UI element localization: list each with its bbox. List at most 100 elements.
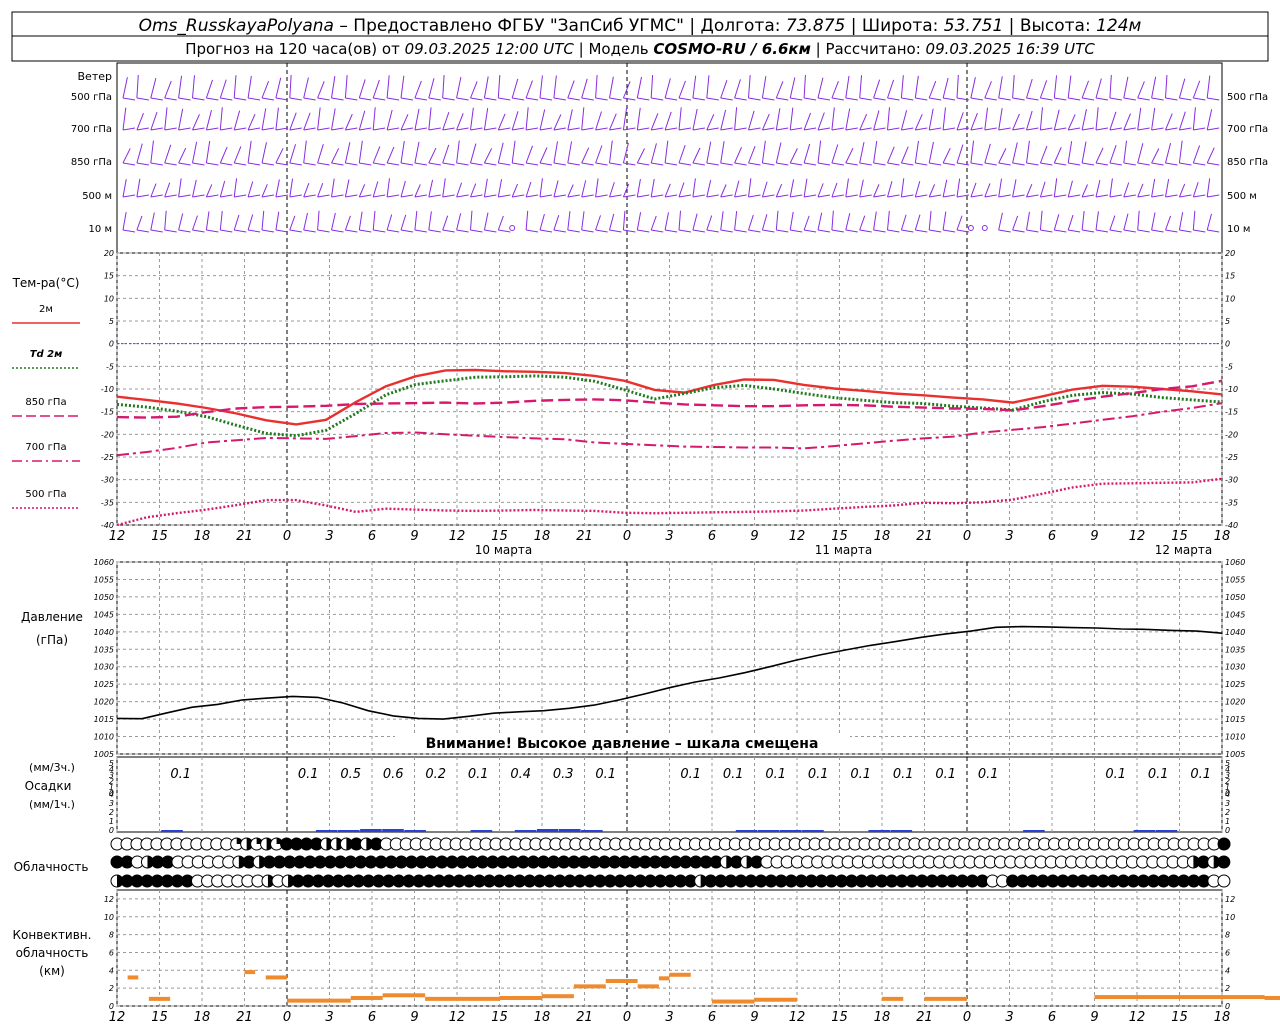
wind-barb-icon xyxy=(1068,229,1081,233)
precip-bar xyxy=(514,830,537,832)
wind-barb-icon xyxy=(678,210,682,231)
wind-barb-icon xyxy=(942,107,946,131)
wind-barb-icon xyxy=(1053,75,1058,99)
precip-total-label: 0.1 xyxy=(1190,767,1211,782)
wind-barb-icon xyxy=(414,97,427,101)
wind-barb-icon xyxy=(581,147,590,164)
wind-barb-icon xyxy=(470,194,483,198)
wind-barb-icon xyxy=(1054,127,1067,131)
wind-level-label-right: 700 гПа xyxy=(1227,124,1268,135)
wind-barb-icon xyxy=(567,194,580,198)
header-line1: Oms_RusskayaPolyana – Предоставлено ФГБУ… xyxy=(139,16,1142,36)
wind-barb-icon xyxy=(526,162,539,166)
wind-barb-icon xyxy=(692,127,705,131)
wind-barb-icon xyxy=(623,194,636,198)
wind-barb-icon xyxy=(761,140,766,164)
wind-barb-icon xyxy=(651,127,664,131)
time-tick-label: 18 xyxy=(194,529,211,544)
wind-barb-icon xyxy=(1039,181,1046,198)
wind-barb-icon xyxy=(1095,127,1109,131)
precip-bar xyxy=(1155,830,1178,832)
wind-barb-icon xyxy=(358,79,366,99)
wind-barb-icon xyxy=(247,181,254,198)
wind-barb-icon xyxy=(428,211,432,231)
wind-barb-icon xyxy=(1026,110,1033,131)
wind-barb-icon xyxy=(122,229,136,233)
conv-label: Конвективн. xyxy=(13,928,92,942)
conv-ytick: 12 xyxy=(104,895,114,904)
wind-barb-icon xyxy=(331,97,344,101)
wind-barb-icon xyxy=(1026,211,1030,231)
wind-barb-icon xyxy=(150,183,157,198)
wind-barb-icon xyxy=(1151,194,1164,198)
wind-barb-icon xyxy=(428,147,437,164)
wind-barb-icon xyxy=(1165,75,1168,99)
wind-barb-icon xyxy=(720,127,733,131)
wind-barb-icon xyxy=(887,194,900,198)
time-tick-label-bottom: 9 xyxy=(1090,1010,1098,1024)
wind-barb-icon xyxy=(359,97,372,101)
wind-barb-icon xyxy=(233,110,241,131)
wind-barb-icon xyxy=(234,229,247,233)
temp-ytick-right: 5 xyxy=(1225,317,1230,326)
wind-barb-icon xyxy=(845,194,858,198)
wind-barb-icon xyxy=(665,127,678,131)
wind-barb-icon xyxy=(428,97,441,101)
wind-barb-icon xyxy=(456,113,464,131)
wind-barb-icon xyxy=(970,97,983,101)
wind-barb-icon xyxy=(498,162,511,166)
wind-barb-icon xyxy=(275,77,282,99)
wind-barb-icon xyxy=(650,215,657,231)
precip-total-label: 0.1 xyxy=(850,767,871,782)
wind-barb-icon xyxy=(456,213,462,231)
conv-bar xyxy=(350,995,383,1000)
wind-barb-icon xyxy=(928,210,932,231)
temp-ytick-right: -30 xyxy=(1225,476,1238,485)
wind-barb-icon xyxy=(1109,111,1117,131)
wind-barb-icon xyxy=(1179,162,1192,166)
wind-barb-icon xyxy=(873,184,880,198)
temp-ytick: -5 xyxy=(106,362,114,371)
wind-barb-icon xyxy=(915,97,928,101)
conv-ytick-right: 2 xyxy=(1225,984,1230,993)
wind-level-label-right: 500 гПа xyxy=(1227,92,1268,103)
wind-barb-icon xyxy=(219,79,227,99)
wind-barb-icon xyxy=(817,97,831,101)
wind-barb-icon xyxy=(650,113,659,131)
wind-barb-icon xyxy=(1179,229,1192,233)
wind-barb-icon xyxy=(497,113,506,131)
wind-barb-icon xyxy=(373,162,386,166)
wind-barb-icon xyxy=(1151,148,1160,164)
wind-barb-icon xyxy=(331,108,336,131)
wind-barb-icon xyxy=(414,127,427,131)
wind-barb-icon xyxy=(692,178,696,198)
wind-barb-icon xyxy=(651,229,664,233)
wind-barb-icon xyxy=(1026,127,1039,131)
wind-barb-icon xyxy=(776,162,789,166)
wind-barb-icon xyxy=(998,97,1011,101)
time-tick-label: 15 xyxy=(831,529,848,544)
wind-barb-icon xyxy=(372,210,376,231)
wind-barb-icon xyxy=(748,145,756,164)
wind-level-label: 700 гПа xyxy=(71,124,112,135)
wind-barb-icon xyxy=(1026,140,1030,164)
wind-barb-icon xyxy=(317,210,320,231)
conv-bar xyxy=(382,993,426,998)
wind-barb-icon xyxy=(831,107,835,131)
time-tick-label: 0 xyxy=(623,529,631,544)
wind-barb-icon xyxy=(748,110,755,131)
wind-barb-icon xyxy=(1165,127,1178,131)
wind-barb-icon xyxy=(1207,97,1220,101)
wind-barb-icon xyxy=(1068,97,1081,101)
wind-barb-icon xyxy=(845,108,851,131)
precip-bar xyxy=(338,830,360,832)
wind-barb-icon xyxy=(581,211,585,231)
wind-barb-icon xyxy=(178,147,187,164)
wind-barb-icon xyxy=(1068,127,1081,131)
wind-barb-icon xyxy=(1137,162,1150,166)
precip-ytick-upper: 1 xyxy=(109,783,114,792)
wind-barb-icon xyxy=(289,229,302,233)
wind-barb-icon xyxy=(887,210,890,231)
wind-barb-icon xyxy=(567,97,580,101)
wind-barb-icon xyxy=(539,147,548,164)
